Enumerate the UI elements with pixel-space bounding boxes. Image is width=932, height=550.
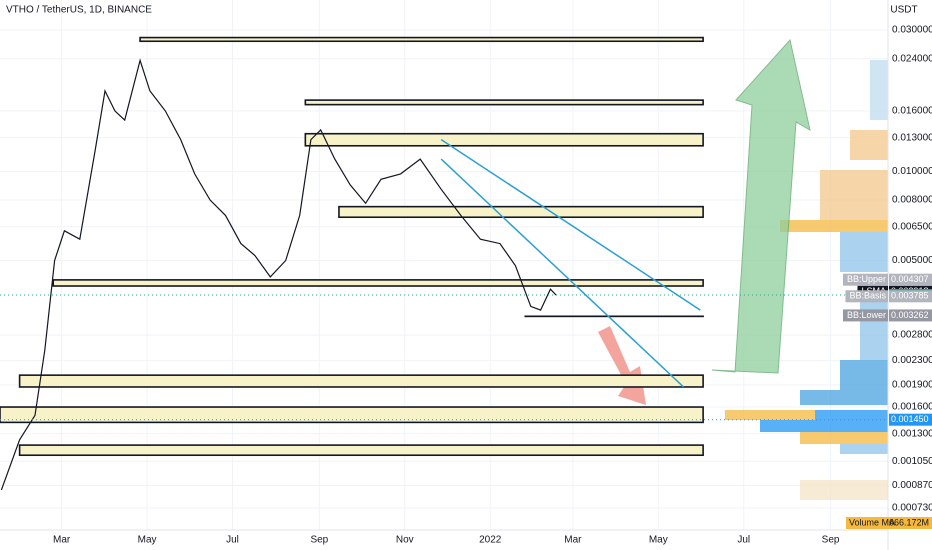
zone	[338, 205, 704, 219]
price-label-box	[889, 309, 932, 322]
y-tick-label: 0.001600	[892, 402, 932, 413]
y-tick-label: 0.002800	[892, 330, 932, 341]
y-tick-label: 0.005000	[892, 255, 932, 266]
y-tick-label: 0.001050	[892, 456, 932, 467]
price-label-name-box	[842, 273, 888, 286]
x-tick-label: Nov	[396, 535, 414, 546]
zone	[304, 99, 704, 106]
price-label-name: BB:Lower	[847, 310, 886, 320]
currency: USDT	[890, 5, 917, 16]
y-tick-label: 0.006500	[892, 221, 932, 232]
x-tick-label: Jul	[226, 535, 239, 546]
y-tick-label: 0.002300	[892, 355, 932, 366]
y-tick-label: 0.001900	[892, 380, 932, 391]
y-tick-label: 0.001300	[892, 428, 932, 439]
price-line	[0, 58, 557, 491]
volume-ma-name: Volume MA	[849, 517, 895, 527]
volume-profile	[725, 60, 888, 500]
x-tick-label: 2022	[479, 535, 502, 546]
price-label-box	[889, 273, 932, 286]
y-tick-label: 0.010000	[892, 166, 932, 177]
y-tick-label: 0.024000	[892, 53, 932, 64]
zone	[18, 444, 704, 457]
zone	[18, 374, 704, 388]
volume-ma-box	[846, 517, 932, 529]
zone	[0, 406, 704, 424]
price-label: 0.003785	[891, 291, 929, 301]
price-label-name-box	[845, 290, 888, 303]
y-tick-label: 0.008000	[892, 195, 932, 206]
x-tick-label: May	[138, 535, 157, 546]
zone	[139, 36, 704, 43]
y-tick-label: 0.013000	[892, 132, 932, 143]
price-label-box	[889, 290, 932, 303]
up-arrow	[711, 38, 811, 374]
y-tick-label: 0.000730	[892, 503, 932, 514]
x-tick-label: Sep	[310, 535, 328, 546]
x-tick-label: Jul	[737, 535, 750, 546]
price-label-name: BB:Basis	[849, 291, 886, 301]
x-tick-label: May	[649, 535, 668, 546]
volume-ma-value: 666.172M	[889, 517, 929, 527]
y-tick-label: 0.016000	[892, 106, 932, 117]
y-tick-label: 0.030000	[892, 25, 932, 36]
trend-line	[440, 158, 685, 388]
zone	[52, 279, 704, 287]
down-arrow	[598, 326, 646, 405]
price-label: 0.001450	[891, 414, 929, 424]
price-label-name-box	[842, 309, 888, 322]
x-tick-label: Mar	[53, 535, 71, 546]
price-label-box	[889, 413, 932, 426]
x-tick-label: Sep	[822, 535, 840, 546]
y-tick-label: 0.000870	[892, 480, 932, 491]
price-label-name: BB:Upper	[847, 274, 886, 284]
price-label: 0.003262	[891, 310, 929, 320]
chart-title: VTHO / TetherUS, 1D, BINANCE	[6, 5, 152, 16]
trend-line	[440, 138, 701, 311]
price-label: 0.004307	[891, 274, 929, 284]
zone	[304, 132, 704, 147]
x-tick-label: Mar	[564, 535, 582, 546]
